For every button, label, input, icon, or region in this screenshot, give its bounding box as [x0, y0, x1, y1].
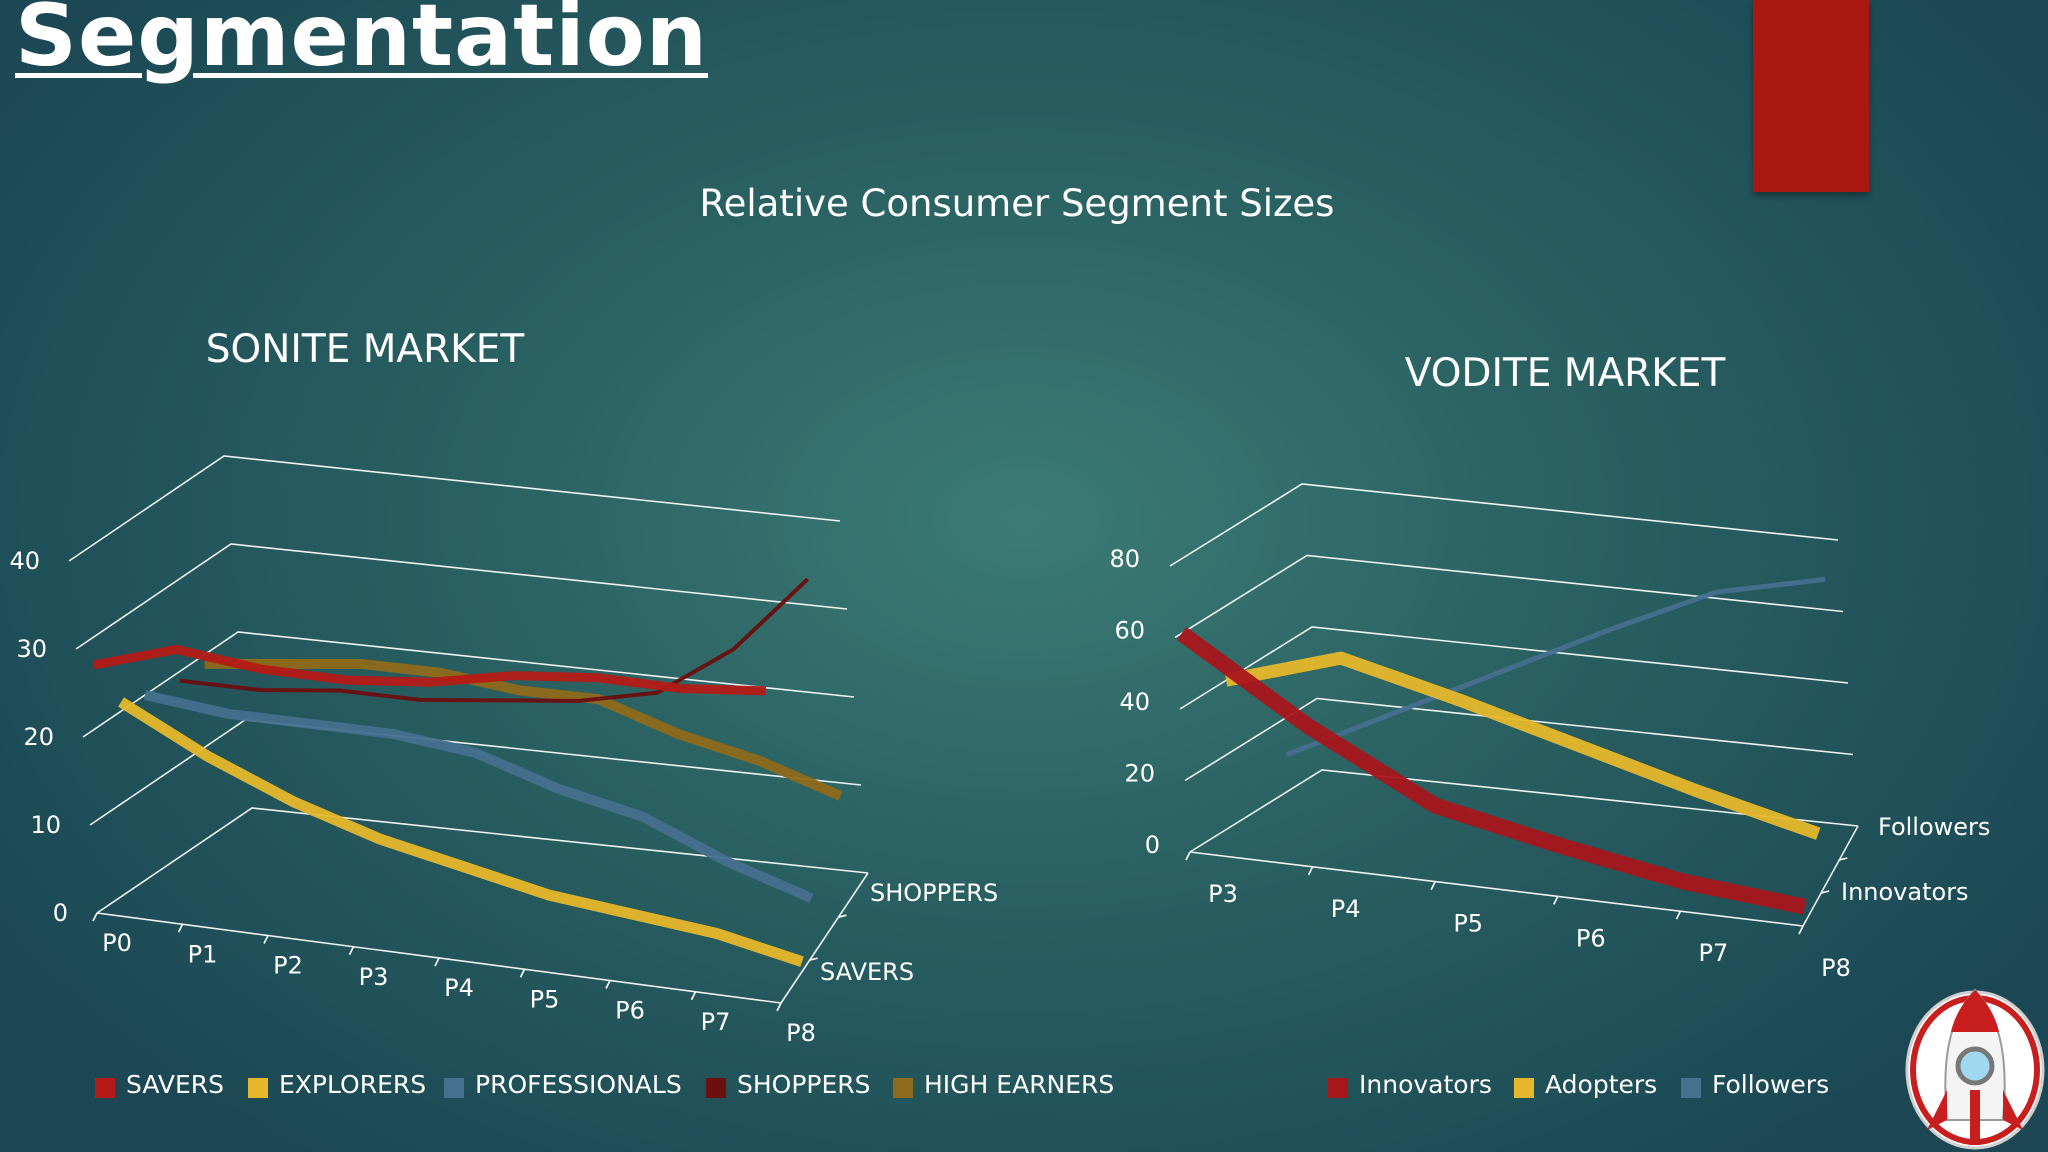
gridline: [75, 543, 848, 650]
y-tick-label: 40: [1119, 688, 1150, 716]
y-tick-label: 30: [16, 635, 47, 663]
series-line-professionals: [143, 690, 814, 903]
x-tick-label: P1: [188, 940, 218, 968]
legend-label: Innovators: [1359, 1070, 1492, 1099]
y-tick-label: 10: [30, 811, 61, 839]
series-line-explorers: [118, 697, 804, 967]
floor-right-edge: [780, 872, 869, 1004]
series-line-adopters: [1224, 651, 1821, 840]
y-tick-label: 80: [1109, 545, 1140, 573]
x-tick: [1185, 851, 1191, 861]
gridline: [1174, 554, 1844, 639]
x-tick: [690, 991, 697, 1001]
depth-axis-label: SHOPPERS: [870, 879, 998, 907]
x-tick-label: P2: [273, 952, 303, 980]
series-line-savers: [92, 644, 767, 696]
depth-tick: [1839, 857, 1848, 861]
legend-swatch: [1514, 1078, 1534, 1098]
gridline: [1189, 769, 1859, 853]
x-tick-label: P3: [359, 963, 389, 991]
depth-axis-label: SAVERS: [820, 958, 914, 986]
legend-swatch: [1328, 1078, 1348, 1098]
gridline: [1169, 483, 1839, 567]
legend-swatch: [95, 1078, 115, 1098]
x-tick-label: P6: [615, 997, 645, 1025]
y-tick-label: 20: [1124, 760, 1155, 788]
series-line-high-earners: [204, 658, 843, 801]
x-tick-label: P3: [1208, 880, 1238, 908]
x-tick-label: P8: [1821, 954, 1851, 982]
page-title: Segmentation: [15, 0, 709, 86]
y-tick-label: 60: [1114, 617, 1145, 645]
chart-title: VODITE MARKET: [1405, 351, 1726, 396]
depth-tick: [1820, 890, 1830, 894]
x-tick: [1307, 866, 1314, 876]
depth-tick: [838, 914, 847, 918]
legend-swatch: [1681, 1078, 1701, 1098]
series-line-followers: [1285, 576, 1826, 758]
gridline: [1184, 697, 1854, 782]
rocket-logo-icon: [1905, 988, 2045, 1150]
x-tick: [1675, 910, 1682, 920]
legend-label: HIGH EARNERS: [924, 1070, 1114, 1099]
legend-label: PROFESSIONALS: [475, 1070, 682, 1099]
legend-swatch: [706, 1078, 726, 1098]
x-tick: [519, 968, 526, 978]
x-tick-label: P4: [1331, 895, 1361, 923]
chart-title: SONITE MARKET: [206, 327, 525, 372]
x-tick: [1798, 925, 1804, 935]
x-tick: [605, 980, 611, 989]
legend-label: SAVERS: [126, 1070, 224, 1099]
x-tick-label: P4: [444, 974, 474, 1002]
x-tick-label: P7: [701, 1008, 731, 1036]
x-tick: [348, 946, 355, 956]
legend-swatch: [444, 1078, 464, 1098]
x-tick: [263, 935, 269, 944]
x-tick-label: P8: [786, 1019, 816, 1047]
gridline: [68, 455, 841, 562]
depth-tick: [809, 957, 818, 961]
x-tick: [776, 1002, 782, 1012]
x-tick-label: P5: [530, 985, 560, 1013]
legend-label: SHOPPERS: [737, 1070, 871, 1099]
y-tick-label: 40: [9, 547, 40, 575]
legend-label: Followers: [1712, 1070, 1829, 1099]
gridline: [1179, 626, 1849, 710]
x-tick-label: P7: [1699, 939, 1729, 967]
depth-axis-label: Followers: [1878, 813, 1990, 841]
chart-section-title: Relative Consumer Segment Sizes: [699, 182, 1335, 225]
y-tick-label: 20: [23, 723, 54, 751]
x-tick: [1553, 896, 1559, 905]
x-tick-label: P5: [1453, 910, 1483, 938]
floor-right-edge: [1802, 825, 1859, 927]
x-tick: [177, 923, 184, 933]
x-tick: [92, 912, 98, 922]
floor-front-edge: [1189, 851, 1804, 927]
red-bookmark-tab: [1753, 0, 1869, 192]
gridline: [82, 631, 855, 738]
legend-label: Adopters: [1545, 1070, 1657, 1099]
series-line-innovators: [1176, 626, 1807, 915]
y-tick-label: 0: [1145, 831, 1160, 859]
x-tick-label: P6: [1576, 924, 1606, 952]
x-tick: [1430, 881, 1436, 890]
legend-swatch: [893, 1078, 913, 1098]
series-line-shoppers: [179, 577, 810, 703]
legend-label: EXPLORERS: [279, 1070, 426, 1099]
x-tick: [434, 957, 440, 967]
x-tick-label: P0: [102, 929, 132, 957]
gridline: [96, 807, 869, 914]
gridline: [89, 719, 862, 826]
depth-axis-label: Innovators: [1841, 878, 1969, 906]
legend-swatch: [248, 1078, 268, 1098]
y-tick-label: 0: [53, 899, 68, 927]
